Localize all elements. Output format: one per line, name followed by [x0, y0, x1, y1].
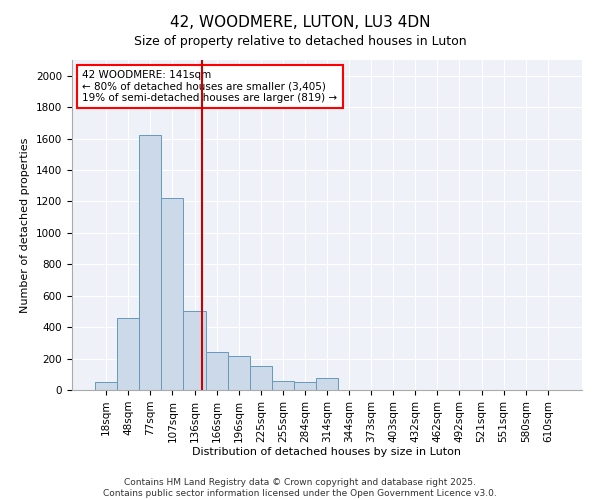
- Bar: [316, 378, 338, 390]
- Text: Contains HM Land Registry data © Crown copyright and database right 2025.
Contai: Contains HM Land Registry data © Crown c…: [103, 478, 497, 498]
- Bar: [117, 318, 139, 390]
- Bar: [206, 352, 227, 390]
- Bar: [250, 366, 272, 390]
- Y-axis label: Number of detached properties: Number of detached properties: [20, 138, 31, 312]
- Text: 42 WOODMERE: 141sqm
← 80% of detached houses are smaller (3,405)
19% of semi-det: 42 WOODMERE: 141sqm ← 80% of detached ho…: [82, 70, 337, 103]
- Text: 42, WOODMERE, LUTON, LU3 4DN: 42, WOODMERE, LUTON, LU3 4DN: [170, 15, 430, 30]
- Bar: [227, 356, 250, 390]
- Bar: [161, 198, 184, 390]
- Bar: [139, 136, 161, 390]
- Bar: [272, 380, 294, 390]
- Text: Size of property relative to detached houses in Luton: Size of property relative to detached ho…: [134, 35, 466, 48]
- X-axis label: Distribution of detached houses by size in Luton: Distribution of detached houses by size …: [193, 448, 461, 458]
- Bar: [294, 382, 316, 390]
- Bar: [184, 312, 206, 390]
- Bar: [95, 382, 117, 390]
